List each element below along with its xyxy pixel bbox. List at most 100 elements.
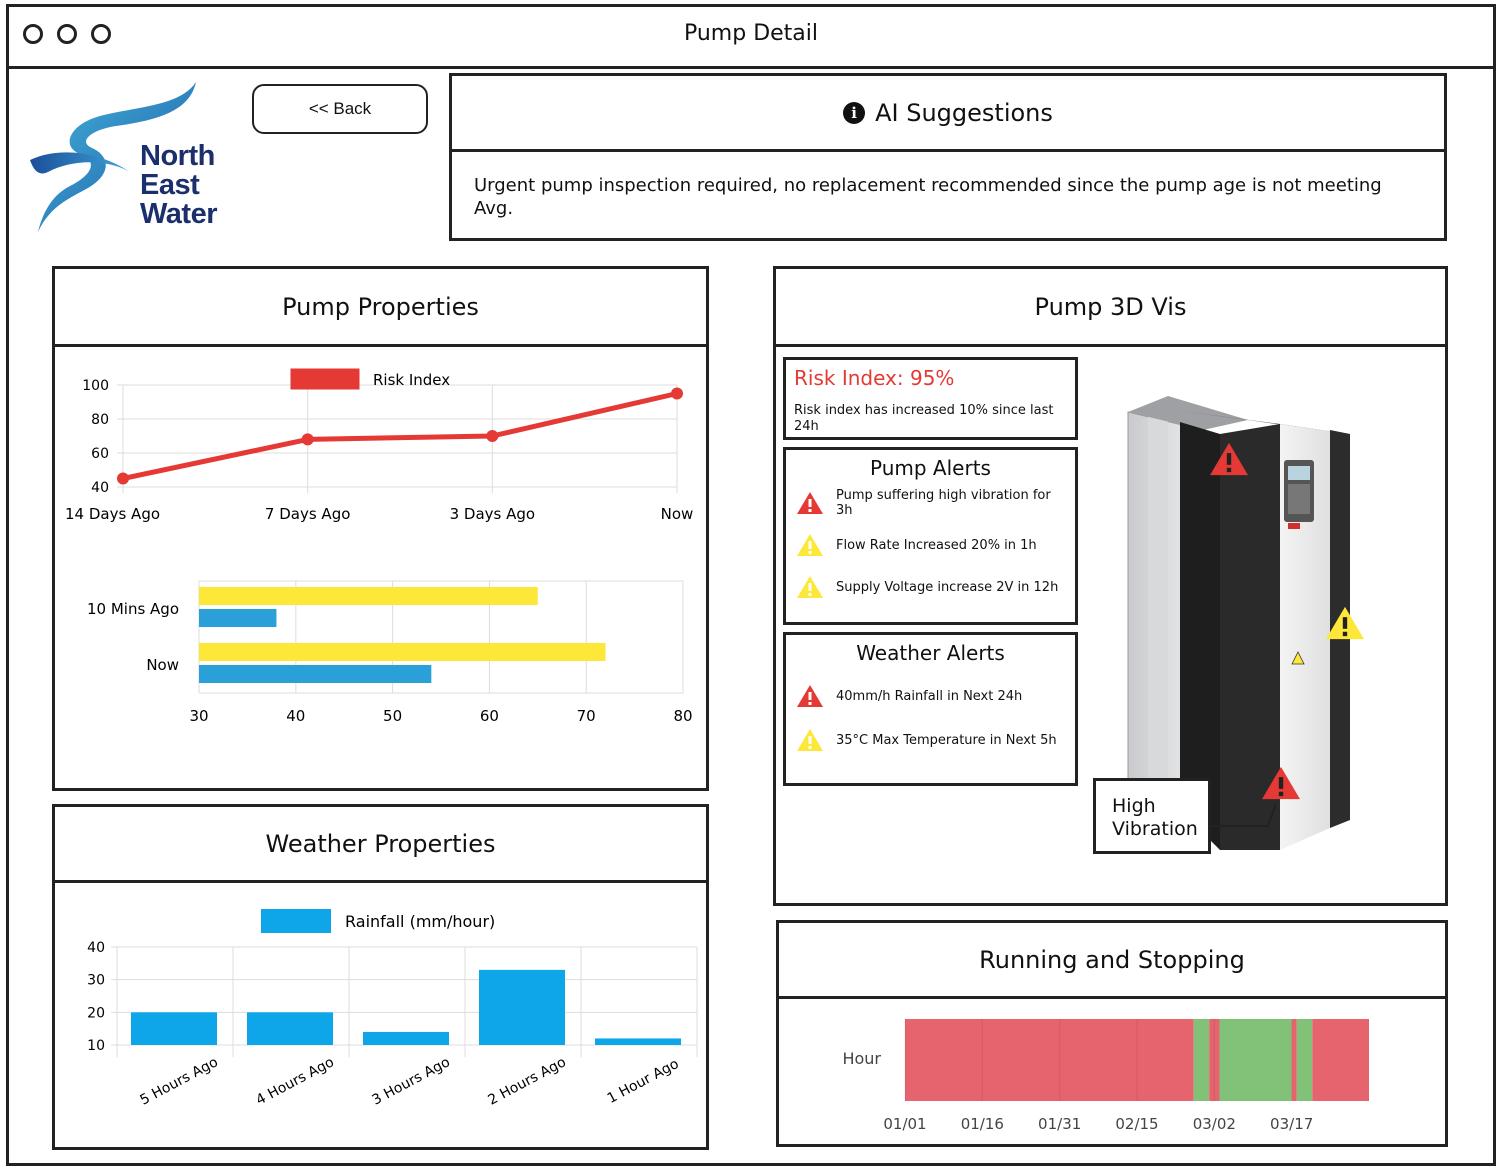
pump-alert-item[interactable]: Pump suffering high vibration for 3h — [796, 488, 1067, 518]
rainfall-bar — [247, 1012, 333, 1045]
weather-properties-panel: Weather Properties Rainfall (mm/hour) 40 3… — [52, 804, 709, 1150]
pump-properties-panel: Pump Properties 100 80 60 40 14 Days Ago 7 Da… — [52, 266, 709, 791]
ai-suggestions-panel: i AI Suggestions Urgent pump inspection … — [449, 73, 1447, 241]
y-tick-label: 40 — [87, 940, 105, 956]
callout-pointer — [1210, 803, 1277, 827]
risk-index-line — [122, 391, 678, 481]
x-tick-label: 30 — [189, 707, 208, 725]
running-stopping-header: Running and Stopping — [779, 923, 1445, 999]
weather-properties-title: Weather Properties — [265, 829, 496, 858]
warning-yellow-icon[interactable] — [1324, 604, 1366, 642]
warning-red-icon[interactable] — [1260, 764, 1302, 802]
rainfall-bar — [595, 1038, 681, 1045]
x-tick-label: 3 Days Ago — [450, 505, 535, 523]
pump-3d-vis-header: Pump 3D Vis — [776, 269, 1445, 347]
x-tick-label: 01/01 — [883, 1115, 926, 1133]
weather-properties-header: Weather Properties — [55, 807, 706, 883]
running-stopping-panel: Running and Stopping Hour 01/01 01/16 01/31… — [776, 920, 1448, 1147]
pump-alert-text: Supply Voltage increase 2V in 12h — [836, 579, 1059, 595]
brand-line-1: North — [140, 140, 215, 172]
sewer-flow-chart: Sewer LevelFlow Rate30405060708010 Mins … — [87, 580, 693, 725]
y-tick-label: 40 — [91, 480, 109, 496]
x-tick-label: 2 Hours Ago — [485, 1054, 568, 1108]
warning-red-icon — [797, 492, 823, 514]
risk-index-point — [671, 387, 683, 400]
rainfall-bar — [131, 1012, 217, 1045]
y-category-label: 10 Mins Ago — [87, 600, 179, 618]
legend-swatch-rainfall — [261, 909, 331, 933]
x-tick-label: 14 Days Ago — [65, 505, 160, 523]
risk-index-card: Risk Index: 95% Risk index has increased… — [783, 357, 1078, 440]
info-icon: i — [843, 101, 866, 124]
rainfall-chart: Rainfall (mm/hour) 40 30 20 10 5 Hours Ago 4 H… — [87, 909, 698, 1109]
y-tick-label: 60 — [91, 446, 109, 462]
pump-alert-text: Pump suffering high vibration for 3h — [836, 488, 1051, 518]
weather-alerts-title: Weather Alerts — [856, 641, 1005, 665]
pump-cabinet-image[interactable] — [1108, 390, 1378, 860]
brand-line-3: Water — [140, 198, 218, 230]
ai-suggestions-title: AI Suggestions — [875, 98, 1053, 127]
x-tick-label: 01/31 — [1038, 1115, 1081, 1133]
brand-line-2: East — [140, 169, 200, 201]
warning-yellow-icon — [797, 534, 823, 556]
title-bar: Pump Detail — [9, 7, 1493, 69]
window-title: Pump Detail — [683, 21, 819, 46]
running-stopping-title: Running and Stopping — [979, 945, 1245, 974]
pump-alert-text: Flow Rate Increased 20% in 1h — [836, 537, 1037, 553]
risk-index-point — [117, 472, 129, 485]
pump-alert-item[interactable]: Flow Rate Increased 20% in 1h — [796, 532, 1067, 558]
x-tick-label: 1 Hour Ago — [605, 1056, 682, 1107]
window-minimize-dot[interactable] — [57, 24, 77, 44]
y-category-label: Now — [146, 656, 179, 674]
risk-index-point — [301, 433, 314, 446]
sewer-level-bar — [199, 587, 538, 605]
weather-alerts-card: Weather Alerts 40mm/h Rainfall in Next 2… — [783, 632, 1078, 786]
stopped-segment — [1312, 1019, 1369, 1101]
sewer-level-bar — [199, 643, 606, 661]
pump-3d-vis-title: Pump 3D Vis — [1034, 292, 1187, 321]
y-tick-label: 80 — [91, 412, 109, 428]
ai-suggestion-text: Urgent pump inspection required, no repl… — [474, 175, 1382, 219]
window-maximize-dot[interactable] — [91, 24, 111, 44]
window-controls — [23, 24, 111, 44]
row-label: Hour — [842, 1049, 881, 1068]
pump-alert-item[interactable]: Supply Voltage increase 2V in 12h — [796, 574, 1067, 600]
warning-red-icon — [797, 685, 823, 707]
north-east-water-logo: North East Water — [30, 76, 240, 236]
high-vibration-callout: High Vibration — [1093, 778, 1211, 854]
x-tick-label: 03/02 — [1193, 1115, 1236, 1133]
weather-alert-item[interactable]: 35°C Max Temperature in Next 5h — [796, 727, 1067, 753]
risk-index-point — [486, 430, 499, 442]
app-window: Pump Detail — [6, 4, 1496, 1166]
x-tick-label: 50 — [383, 707, 402, 725]
weather-alert-item[interactable]: 40mm/h Rainfall in Next 24h — [796, 683, 1067, 709]
legend-label-rainfall: Rainfall (mm/hour) — [345, 912, 495, 931]
ai-suggestions-header: i AI Suggestions — [452, 76, 1444, 152]
y-tick-label: 20 — [87, 1005, 105, 1021]
risk-index-description: Risk index has increased 10% since last … — [794, 403, 1054, 434]
pump-alerts-card: Pump Alerts Pump suffering high vibratio… — [783, 447, 1078, 625]
x-tick-label: 60 — [480, 707, 499, 725]
x-tick-label: 5 Hours Ago — [137, 1054, 220, 1108]
y-tick-label: 30 — [87, 973, 105, 989]
stopped-segment — [905, 1019, 1194, 1101]
x-tick-label: 4 Hours Ago — [253, 1054, 336, 1108]
running-segment — [1193, 1019, 1210, 1101]
x-tick-label: 40 — [286, 707, 305, 725]
warning-red-icon[interactable] — [1208, 440, 1250, 478]
x-tick-label: 3 Hours Ago — [369, 1054, 452, 1108]
running-timeline-chart: Hour 01/01 01/16 01/31 02/15 03/02 03/17 — [842, 1019, 1369, 1133]
running-segment — [1296, 1019, 1313, 1101]
brand-wordmark: North East Water — [140, 140, 218, 230]
back-button[interactable]: << Back — [252, 84, 428, 134]
risk-index-chart: 100 80 60 40 14 Days Ago 7 Days Ago 3 Days Ago… — [65, 368, 693, 523]
x-tick-label: 02/15 — [1115, 1115, 1158, 1133]
warning-yellow-icon — [797, 576, 823, 598]
x-tick-label: 01/16 — [961, 1115, 1004, 1133]
water-swirl-icon — [30, 82, 196, 232]
window-close-dot[interactable] — [23, 24, 43, 44]
x-tick-label: 7 Days Ago — [265, 505, 350, 523]
y-tick-label: 100 — [82, 378, 109, 394]
stopped-segment — [1209, 1019, 1220, 1101]
legend-swatch-risk-index — [290, 368, 360, 390]
